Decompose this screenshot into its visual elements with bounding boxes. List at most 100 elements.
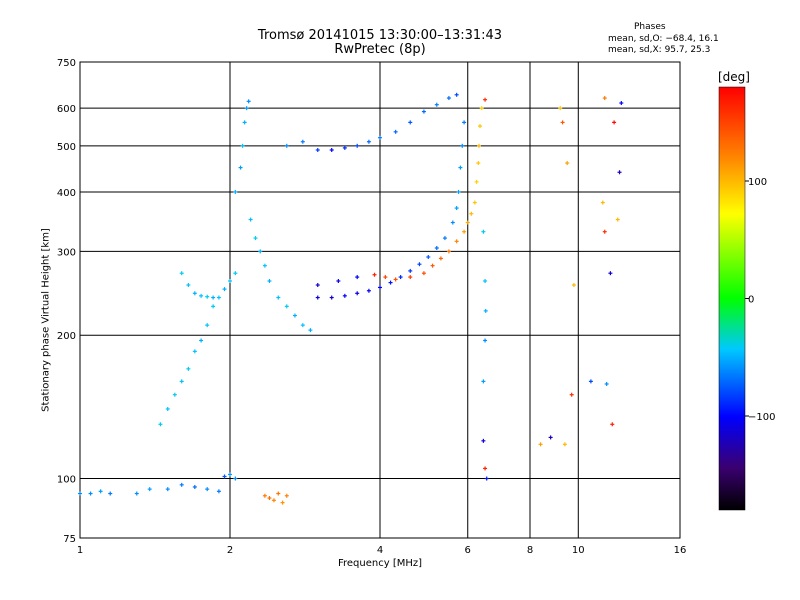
chart-subtitle: RwPretec (8p) <box>334 42 426 57</box>
data-point <box>446 249 451 254</box>
data-point <box>408 268 413 273</box>
data-point <box>472 200 477 205</box>
data-point <box>240 143 245 148</box>
data-point <box>454 206 459 211</box>
data-point <box>199 338 204 343</box>
phases-line-x: mean, sd,X: 95.7, 25.3 <box>608 45 711 55</box>
data-point <box>199 293 204 298</box>
data-point <box>216 295 221 300</box>
data-point <box>434 102 439 107</box>
data-point <box>565 161 570 166</box>
data-point <box>454 239 459 244</box>
data-point <box>600 200 605 205</box>
data-point <box>476 143 481 148</box>
data-point <box>608 271 613 276</box>
data-point <box>476 161 481 166</box>
data-point <box>408 275 413 280</box>
data-point <box>186 283 191 288</box>
data-point <box>211 295 216 300</box>
data-point <box>211 304 216 309</box>
data-point <box>388 280 393 285</box>
data-point <box>569 392 574 397</box>
data-point <box>604 381 609 386</box>
data-point <box>262 493 267 498</box>
data-point <box>222 474 227 479</box>
data-point <box>417 262 422 267</box>
x-tick-label: 8 <box>527 545 533 556</box>
data-point <box>228 279 232 284</box>
data-point <box>378 135 382 140</box>
data-points <box>78 92 624 505</box>
data-point <box>474 179 479 184</box>
data-point <box>284 304 289 309</box>
data-point <box>481 379 486 384</box>
y-tick-label: 300 <box>57 247 76 258</box>
colorbar <box>718 86 746 511</box>
data-point <box>242 120 247 125</box>
data-point <box>271 498 276 503</box>
data-point <box>179 379 184 384</box>
data-point <box>615 217 620 222</box>
data-point <box>238 165 243 170</box>
data-point <box>342 293 347 298</box>
data-point <box>430 263 435 268</box>
data-point <box>562 442 567 447</box>
colorbar-tick-label: 0 <box>748 295 754 306</box>
data-point <box>462 120 467 125</box>
data-point <box>612 120 617 125</box>
data-point <box>366 139 371 144</box>
data-point <box>479 106 484 111</box>
data-point <box>300 139 305 144</box>
data-point <box>315 147 320 152</box>
colorbar-label: [deg] <box>718 70 750 84</box>
y-tick-label: 100 <box>57 475 76 486</box>
data-point <box>483 279 488 284</box>
data-point <box>619 101 624 106</box>
data-point <box>588 379 593 384</box>
x-tick-label: 10 <box>572 545 585 556</box>
data-point <box>483 466 488 471</box>
data-point <box>205 323 210 328</box>
data-point <box>262 263 267 268</box>
data-point <box>315 283 320 288</box>
data-point <box>366 288 371 293</box>
data-point <box>186 366 191 371</box>
colorbar-tick-label: 100 <box>748 177 767 188</box>
x-tick-label: 4 <box>377 545 383 556</box>
data-point <box>426 255 431 260</box>
data-point <box>172 392 177 397</box>
data-point <box>267 496 272 501</box>
data-point <box>192 291 197 296</box>
data-point <box>421 271 426 276</box>
data-point <box>108 491 113 496</box>
data-point <box>558 106 563 111</box>
data-point <box>98 489 103 494</box>
x-tick-label: 6 <box>465 545 471 556</box>
data-point <box>571 283 576 288</box>
data-point <box>355 291 360 296</box>
data-point <box>244 106 249 111</box>
x-axis-label: Frequency [MHz] <box>337 558 423 569</box>
data-point <box>456 189 461 194</box>
data-point <box>434 246 439 251</box>
data-point <box>355 143 360 148</box>
data-point <box>315 295 320 300</box>
data-point <box>284 143 289 148</box>
data-point <box>421 109 426 114</box>
data-point <box>438 256 443 261</box>
x-tick-label: 2 <box>227 545 233 556</box>
data-point <box>442 236 447 241</box>
data-point <box>478 124 483 129</box>
data-point <box>78 491 82 496</box>
y-tick-label: 200 <box>57 331 76 342</box>
data-point <box>469 211 474 216</box>
data-point <box>222 287 227 292</box>
data-point <box>450 220 455 225</box>
data-point <box>248 217 253 222</box>
data-point <box>560 120 565 125</box>
data-point <box>484 476 489 481</box>
data-point <box>179 271 184 276</box>
data-point <box>276 295 281 300</box>
data-point <box>147 487 152 492</box>
data-point <box>398 275 403 280</box>
